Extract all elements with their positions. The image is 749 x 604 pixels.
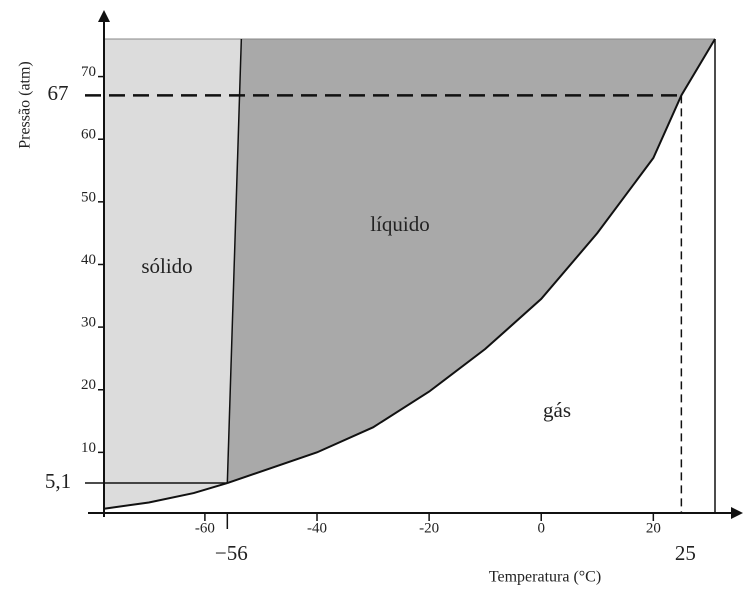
triple-pressure-label: 5,1 [45,469,71,493]
critical-pressure-label: 67 [48,81,69,105]
x-axis-arrow [731,507,743,519]
region-label: líquido [370,212,430,236]
y-tick-label: 60 [81,127,96,143]
y-tick-label: 30 [81,315,96,331]
critical-temperature-label: 25 [675,541,696,565]
x-tick-label: -60 [195,520,215,536]
melting-curve [226,38,243,484]
vaporization-curve [226,38,716,485]
sublimation-curve [103,482,228,510]
y-tick-label: 70 [81,64,96,80]
y-tick-label: 20 [81,377,96,393]
region-label: sólido [141,254,192,278]
x-tick-label: -20 [419,520,439,536]
y-axis-arrow [98,10,110,22]
region-label: gás [543,398,571,422]
triple-temperature-label: −56 [215,541,248,565]
solid-region [104,39,242,509]
y-tick-label: 40 [81,252,96,268]
x-axis-title: Temperatura (°C) [489,569,601,586]
y-axis-title: Pressão (atm) [17,61,34,149]
liquid-region [227,39,715,484]
y-tick-label: 10 [81,440,96,456]
y-tick-label: 50 [81,189,96,205]
x-tick-label: 0 [537,520,545,536]
x-tick-label: -40 [307,520,327,536]
x-tick-label: 20 [646,520,661,536]
